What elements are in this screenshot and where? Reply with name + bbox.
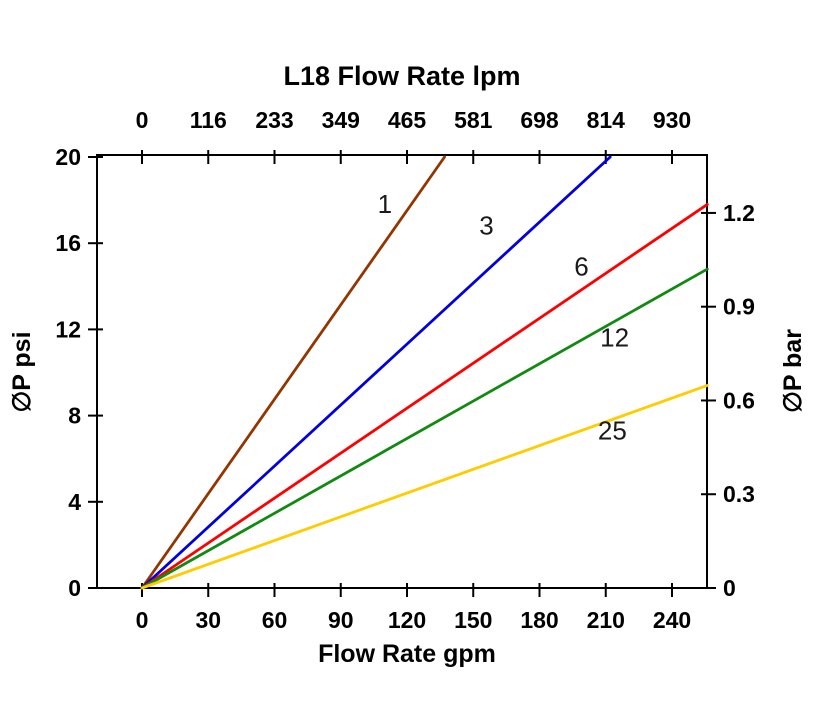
y-right-tick-label: 0.3 (723, 481, 755, 507)
x-bottom-tick-label: 120 (388, 607, 426, 633)
y-right-tick-label: 0 (723, 575, 736, 601)
x-top-tick-label: 814 (587, 107, 626, 133)
x-bottom-tick-label: 240 (653, 607, 691, 633)
x-top-tick-label: 581 (454, 107, 493, 133)
x-bottom-tick-label: 210 (587, 607, 625, 633)
y-right-tick-label: 0.9 (723, 294, 755, 320)
chart-title: L18 Flow Rate lpm (283, 61, 520, 91)
x-axis-title: Flow Rate gpm (318, 640, 496, 668)
x-bottom-tick-label: 60 (262, 607, 288, 633)
y-left-tick-label: 0 (68, 575, 81, 601)
y-right-tick-label: 0.6 (723, 387, 755, 413)
x-bottom-tick-label: 0 (136, 607, 149, 633)
x-bottom-tick-label: 30 (195, 607, 221, 633)
y-right-tick-label: 1.2 (723, 200, 755, 226)
y-left-tick-label: 12 (55, 316, 81, 342)
x-top-tick-label: 233 (255, 107, 293, 133)
y-left-tick-label: 20 (55, 144, 81, 170)
x-bottom-tick-label: 150 (454, 607, 492, 633)
series-line-3 (140, 155, 612, 590)
x-top-tick-label: 930 (653, 107, 691, 133)
y-left-tick-label: 16 (55, 230, 81, 256)
x-bottom-tick-label: 180 (520, 607, 558, 633)
series-line-6 (140, 203, 709, 590)
x-top-tick-label: 698 (520, 107, 559, 133)
x-top-tick-label: 116 (190, 107, 227, 133)
y-left-axis-title: ∅P psi (8, 331, 36, 412)
series-line-12 (140, 267, 709, 590)
series-label-6: 6 (574, 252, 588, 282)
series-label-25: 25 (598, 415, 627, 445)
series-label-12: 12 (600, 323, 629, 353)
series-label-3: 3 (479, 211, 493, 241)
y-left-tick-label: 4 (68, 489, 81, 515)
series-label-1: 1 (378, 189, 392, 219)
x-bottom-tick-label: 90 (328, 607, 354, 633)
x-top-tick-label: 0 (136, 107, 149, 133)
x-top-tick-label: 349 (322, 107, 360, 133)
y-right-axis-title: ∅P bar (779, 329, 807, 413)
x-top-tick-label: 465 (388, 107, 427, 133)
plot-frame (96, 154, 708, 589)
series-line-1 (140, 155, 446, 590)
series-line-25 (140, 384, 709, 590)
y-left-tick-label: 8 (68, 403, 81, 429)
